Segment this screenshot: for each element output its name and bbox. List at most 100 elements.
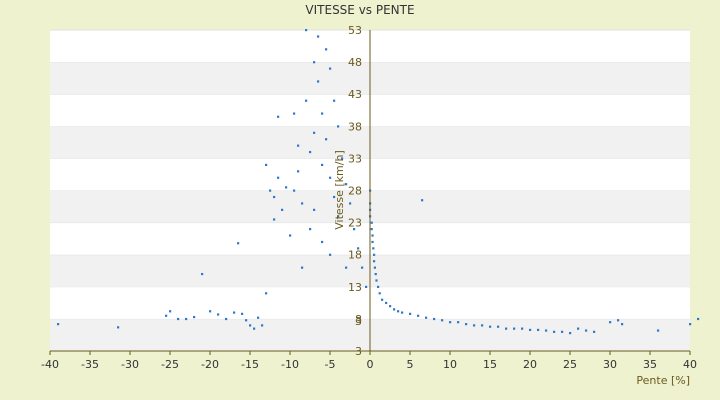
y-tick-label: 13 <box>348 281 362 294</box>
data-point <box>529 328 532 332</box>
data-point <box>377 285 380 288</box>
data-point <box>201 272 204 276</box>
x-tick-label: 40 <box>683 358 697 371</box>
data-point <box>333 195 336 199</box>
data-point <box>301 266 304 269</box>
data-point <box>325 48 328 51</box>
x-tick-label: -20 <box>201 358 219 371</box>
data-point <box>277 176 280 179</box>
data-point <box>609 321 612 324</box>
data-point <box>269 189 272 192</box>
data-point <box>57 323 60 326</box>
x-tick-label: 20 <box>523 358 537 371</box>
x-ticks: -40 -35 -30 -25 -20 -15 -10 -5 0 5 10 15 20 25 30 35 40 <box>41 351 697 371</box>
data-point <box>297 144 300 147</box>
data-point <box>293 112 296 115</box>
y-tick-label: 28 <box>348 185 362 198</box>
data-point <box>345 266 348 269</box>
data-point <box>265 163 268 167</box>
data-point <box>289 234 292 237</box>
y-tick-label: 33 <box>348 152 362 165</box>
data-point <box>373 253 376 256</box>
data-point <box>313 131 316 134</box>
data-point <box>277 115 280 118</box>
data-point <box>317 35 320 38</box>
data-point <box>489 325 492 328</box>
x-tick-label: 30 <box>603 358 617 371</box>
data-point <box>301 202 304 205</box>
data-point <box>281 208 284 211</box>
data-point <box>425 316 428 319</box>
data-point <box>321 240 324 244</box>
data-point <box>273 195 276 199</box>
y-tick-label: 53 <box>348 24 362 37</box>
data-point <box>305 99 308 102</box>
data-point <box>378 292 381 295</box>
x-tick-label: 35 <box>643 358 657 371</box>
data-point <box>349 202 352 205</box>
x-tick-label: -30 <box>121 358 139 371</box>
data-point <box>357 247 360 250</box>
data-point <box>297 170 300 173</box>
data-point <box>497 325 500 328</box>
x-tick-label: -5 <box>325 358 336 371</box>
data-point <box>337 125 340 128</box>
data-point <box>545 329 548 332</box>
data-point <box>385 301 388 305</box>
data-point <box>465 323 468 326</box>
data-point <box>345 183 348 186</box>
data-point <box>305 29 308 32</box>
x-axis-label: Pente [%] <box>636 374 690 387</box>
y-axis-label: Vitesse [km/h] <box>333 150 346 230</box>
data-point <box>333 99 336 102</box>
data-point <box>257 316 260 319</box>
data-point <box>193 315 196 319</box>
x-tick-label: 5 <box>407 358 414 371</box>
x-tick-label: -10 <box>281 358 299 371</box>
data-point <box>353 228 356 231</box>
data-point <box>370 228 373 231</box>
data-point <box>585 329 588 332</box>
data-point <box>481 324 484 327</box>
data-point <box>397 310 400 313</box>
data-point <box>309 228 312 231</box>
data-point <box>441 319 444 322</box>
y-tick-label: 8 <box>355 313 362 326</box>
chart-title: VITESSE vs PENTE <box>305 3 414 17</box>
data-point <box>657 329 660 332</box>
data-point <box>341 157 344 160</box>
y-tick-label: 18 <box>348 249 362 262</box>
data-point <box>449 321 452 324</box>
data-point <box>421 199 424 202</box>
data-point <box>401 311 404 314</box>
data-point <box>233 311 236 314</box>
x-tick-label: -40 <box>41 358 59 371</box>
data-point <box>621 323 624 326</box>
data-point <box>169 310 172 313</box>
y-tick-label: 48 <box>348 56 362 69</box>
x-tick-label: -15 <box>241 358 259 371</box>
data-point <box>329 253 332 256</box>
data-point <box>317 80 320 83</box>
data-point <box>457 321 460 324</box>
x-tick-label: -35 <box>81 358 99 371</box>
data-point <box>185 317 188 321</box>
data-point <box>329 67 332 70</box>
data-point <box>433 317 436 321</box>
y-tick-label: 23 <box>348 217 362 230</box>
x-tick-label: 15 <box>483 358 497 371</box>
data-point <box>381 298 384 301</box>
data-point <box>374 272 377 276</box>
data-point <box>313 61 316 64</box>
data-point <box>309 150 312 154</box>
data-point <box>473 324 476 327</box>
data-point <box>375 279 378 282</box>
data-point <box>505 327 508 330</box>
data-point <box>617 319 620 322</box>
data-point <box>253 327 256 330</box>
data-point <box>689 323 692 326</box>
data-point <box>337 215 340 218</box>
